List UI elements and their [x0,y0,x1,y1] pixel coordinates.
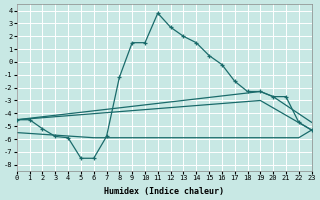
X-axis label: Humidex (Indice chaleur): Humidex (Indice chaleur) [104,187,224,196]
